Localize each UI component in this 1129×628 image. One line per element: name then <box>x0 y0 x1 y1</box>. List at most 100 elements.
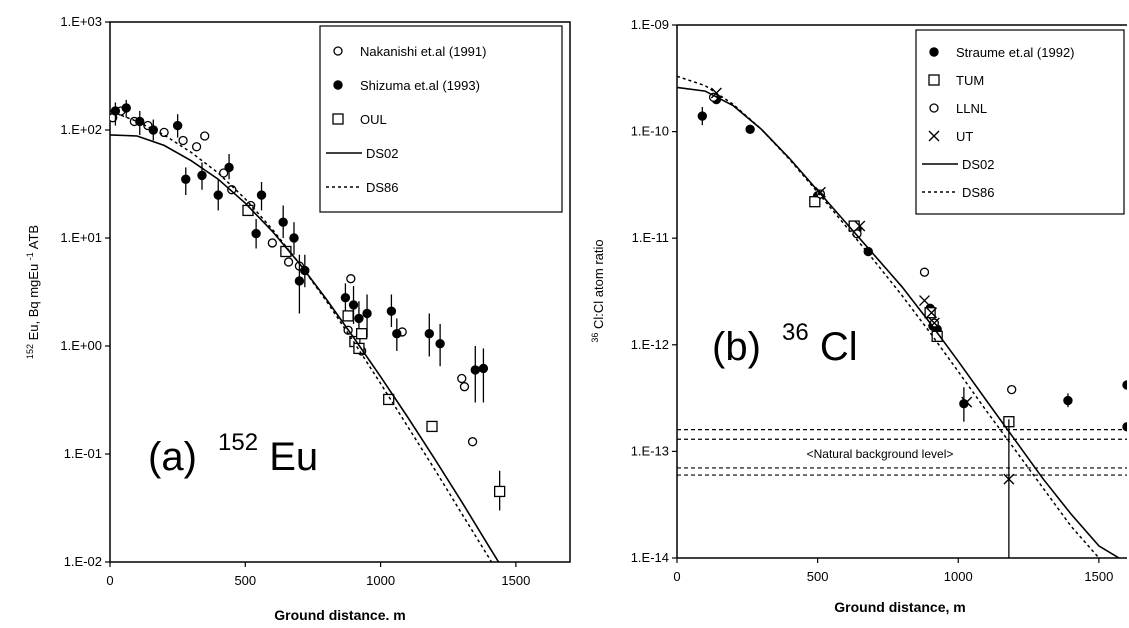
chart-panel-b: 0 500 1000 1500 1.E-14 1.E-13 1.E-12 1.E-11 1.E-… <box>586 17 1127 615</box>
legend-box <box>319 25 563 213</box>
y-tick-label: 1.E+00 <box>60 338 102 353</box>
data-point <box>294 276 305 286</box>
data-point <box>346 274 356 284</box>
x-tick-label: 500 <box>234 573 256 588</box>
legend-label: LLNL <box>956 101 987 116</box>
legend-label: OUL <box>360 112 387 127</box>
curve-ds02 <box>677 86 1121 558</box>
data-point <box>745 124 755 135</box>
series-ds86 <box>677 75 1102 558</box>
legend-item: DS86 <box>922 185 995 200</box>
data-point <box>340 293 351 303</box>
data-point <box>251 228 261 239</box>
data-point <box>926 307 938 319</box>
y-tick-label: 1.E+01 <box>60 230 102 245</box>
x-tick-label: 500 <box>807 569 829 584</box>
y-axis-title-b: 36 Cl:Cl atom ratio <box>586 239 606 342</box>
legend-item: DS02 <box>326 146 399 161</box>
x-tick-label: 1500 <box>1084 569 1113 584</box>
legend-swatch <box>929 103 939 113</box>
data-point <box>1007 384 1017 395</box>
data-point <box>1003 473 1015 485</box>
legend-label: Straume et.al (1992) <box>956 45 1075 60</box>
data-point <box>919 295 930 307</box>
data-point <box>355 328 368 340</box>
y-tick-label: 1.E-02 <box>64 554 102 569</box>
data-point <box>424 328 434 339</box>
data-point <box>459 382 470 392</box>
data-point <box>213 190 223 200</box>
y-tick-label: 1.E-11 <box>632 230 669 245</box>
background-level-annotation: <Natural background level> <box>807 447 954 461</box>
plot-frame-b <box>676 24 1127 559</box>
data-point <box>200 131 210 141</box>
data-point <box>383 393 395 406</box>
data-point <box>470 365 480 375</box>
legend-a: Nakanishi et.al (1991) Shizuma et.al (199… <box>319 25 563 213</box>
legend-label: DS02 <box>366 146 399 161</box>
data-point <box>928 317 940 329</box>
data-point <box>924 307 936 319</box>
legend-item: DS86 <box>326 180 399 195</box>
data-point <box>362 308 372 319</box>
data-point <box>278 217 288 227</box>
legend-label: TUM <box>956 73 984 88</box>
y-tick-label: 1.E-14 <box>631 550 669 565</box>
x-axis-title-b: Ground distance, m <box>834 599 965 615</box>
y-tick-label: 1.E-10 <box>631 124 669 139</box>
data-point <box>191 142 202 152</box>
data-point <box>181 174 191 184</box>
data-point <box>289 233 299 243</box>
data-point <box>1063 395 1073 406</box>
legend-swatch <box>332 113 344 125</box>
series-tum <box>809 196 1015 428</box>
legend-swatch <box>333 46 343 56</box>
legend-label: DS86 <box>962 185 995 200</box>
legend-item: TUM <box>928 73 984 88</box>
data-point <box>159 127 169 138</box>
legend-swatch <box>928 74 940 86</box>
data-point <box>959 399 969 409</box>
data-point <box>426 420 438 433</box>
series-shizuma-et-al-1993 <box>110 99 489 403</box>
y-tick-label: 1.E+02 <box>60 122 102 137</box>
data-point <box>148 125 158 135</box>
series-ds02 <box>110 134 500 562</box>
data-point <box>386 306 397 316</box>
panel-label-b: (b) 36 Cl <box>712 305 858 369</box>
legend-label: DS02 <box>962 157 995 172</box>
data-point <box>121 103 131 113</box>
x-tick-label: 0 <box>673 569 680 584</box>
data-point <box>197 170 207 181</box>
data-point <box>809 196 821 208</box>
data-point <box>218 168 229 178</box>
panel-label-a: (a) 152 Eu <box>148 415 318 479</box>
legend-label: UT <box>956 129 973 144</box>
legend-item: Shizuma et.al (1993) <box>333 78 480 93</box>
y-tick-label: 1.E-09 <box>631 17 669 32</box>
curve-ds86 <box>110 110 493 562</box>
data-point <box>854 220 866 232</box>
data-point <box>348 300 359 310</box>
data-point <box>392 328 402 339</box>
data-point <box>342 310 354 322</box>
data-point <box>697 111 708 121</box>
y-tick-label: 1.E-12 <box>631 337 669 352</box>
y-tick-label: 1.E-13 <box>631 443 669 458</box>
data-point <box>354 313 364 324</box>
curve-ds86 <box>677 75 1102 558</box>
data-point <box>1122 380 1127 390</box>
series-ds86 <box>110 110 493 562</box>
legend-item: OUL <box>332 112 387 127</box>
data-point <box>353 342 365 355</box>
data-point <box>135 116 145 127</box>
curve-ds02 <box>110 134 500 562</box>
data-point <box>224 162 234 173</box>
data-point <box>435 339 445 349</box>
data-point <box>178 135 188 146</box>
x-tick-label: 0 <box>106 573 113 588</box>
chart-panel-a: 0 500 1000 1500 1.E-02 1.E-01 1.E+00 1.E+01 1.E+… <box>25 14 571 623</box>
data-point <box>961 396 973 408</box>
data-point <box>467 437 478 447</box>
data-point <box>256 190 267 200</box>
